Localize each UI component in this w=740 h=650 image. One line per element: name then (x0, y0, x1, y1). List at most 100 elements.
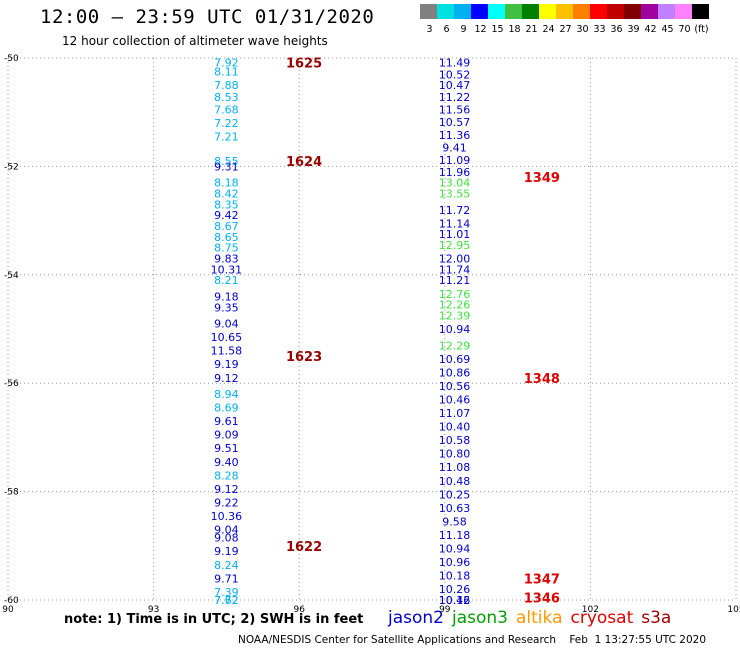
scale-swatch (471, 4, 488, 19)
data-marks: 7.928.117.888.537.687.227.21 8.559.31 8.18… (211, 56, 471, 607)
scale-swatch (488, 4, 505, 19)
scale-swatch (692, 4, 709, 19)
swh-value-label: 8.21 (214, 274, 239, 287)
swh-value-label: 9.40 (214, 456, 239, 469)
scale-swatch (573, 4, 590, 19)
pass-number-label: 1346 (524, 591, 560, 606)
scale-label: 21 (525, 24, 537, 35)
y-tick-label: -58 (4, 488, 19, 498)
swh-value-label: 9.04 (214, 524, 239, 537)
pass-number-label: 1622 (286, 540, 322, 555)
swh-value-label: 7.22 (214, 117, 239, 130)
scale-label: 9 (460, 24, 466, 35)
scale-label: 33 (593, 24, 605, 35)
legend-cryosat: cryosat (570, 608, 634, 628)
swh-value-label: 9.12 (214, 372, 239, 385)
scale-label: 30 (576, 24, 588, 35)
swh-value-label: 11.08 (439, 461, 471, 474)
grid-lines (7, 57, 737, 601)
scale-swatch (539, 4, 556, 19)
scale-swatch (454, 4, 471, 19)
swh-value-label: 11.74 (439, 263, 471, 276)
swh-value-label: 10.65 (211, 331, 243, 344)
swh-value-label: 9.04 (214, 318, 239, 331)
x-tick-label: 99 (439, 605, 451, 615)
swh-value-label: 11.58 (211, 345, 243, 358)
swh-value-label: 10.40 (439, 421, 471, 434)
swh-value-label: 10.96 (439, 556, 471, 569)
scale-label: 27 (559, 24, 571, 35)
x-tick-label: 90 (2, 605, 14, 615)
swh-value-label: 10.16 (439, 594, 471, 607)
swh-value-label: 10.25 (439, 488, 471, 501)
x-tick-label: 96 (293, 605, 305, 615)
y-tick-label: -50 (4, 54, 19, 64)
swh-value-label: 8.55 (214, 155, 239, 168)
swh-value-label: 7.68 (214, 103, 239, 116)
scale-swatch (505, 4, 522, 19)
track-labels: 1625 1624 1623 1622 1349 1348 1347 1346 (286, 56, 560, 606)
swh-value-label: 10.86 (439, 366, 471, 379)
swh-value-label: 9.09 (214, 429, 239, 442)
axis-tick-labels: 90 93 96 99 102 105 -50 -52 -54 -56 -58 -60 (2, 54, 740, 615)
scale-swatch (556, 4, 573, 19)
swh-value-label: 11.18 (439, 529, 471, 542)
swh-value-label: 7.72 (214, 594, 239, 607)
swh-value-label: 10.48 (439, 475, 471, 488)
swh-value-label: 12.26 (439, 299, 471, 312)
swh-value-label: 12.00 (439, 253, 471, 266)
swh-value-label: 12.29 (439, 339, 471, 352)
scale-swatch (522, 4, 539, 19)
scale-label: 45 (661, 24, 673, 35)
swh-value-label: 8.28 (214, 469, 239, 482)
swh-value-label: 10.36 (211, 510, 243, 523)
scale-label: 70 (678, 24, 690, 35)
scale-label: 24 (542, 24, 554, 35)
swh-value-label: 10.69 (439, 353, 471, 366)
legend-altika: altika (516, 608, 563, 628)
swh-value-label: 11.72 (439, 204, 471, 217)
swh-value-label: 7.21 (214, 131, 239, 144)
swh-value-label: 9.51 (214, 442, 239, 455)
scale-label: 18 (508, 24, 520, 35)
swh-value-label: 8.11 (214, 66, 239, 79)
swh-value-label: 8.53 (214, 91, 239, 104)
swh-value-label: 9.35 (214, 301, 239, 314)
pass-number-label: 1624 (286, 155, 322, 170)
scale-swatch (641, 4, 658, 19)
swh-value-label: 9.19 (214, 545, 239, 558)
swh-value-label: 8.18 (214, 177, 239, 190)
satellite-legend: jason2 jason3 altika cryosat s3a (388, 608, 679, 628)
swh-value-label: 10.26 (439, 583, 471, 596)
swh-value-label: 13.55 (439, 188, 471, 201)
pass-number-label: 1625 (286, 56, 322, 71)
scale-swatch (675, 4, 692, 19)
swh-value-label: 9.61 (214, 415, 239, 428)
swh-value-label: 10.63 (439, 502, 471, 515)
swh-value-label: 10.46 (439, 393, 471, 406)
swh-value-label: 10.56 (439, 380, 471, 393)
swh-value-label: 11.49 (439, 56, 471, 69)
swh-value-label: 8.24 (214, 559, 239, 572)
swh-value-label: 8.69 (214, 402, 239, 415)
swh-value-label: 9.08 (214, 532, 239, 545)
legend-s3a: s3a (641, 608, 672, 628)
pass-number-label: 1349 (524, 171, 560, 186)
swh-value-label: 11.21 (439, 274, 471, 287)
swh-value-label: 13.04 (439, 177, 471, 190)
swh-value-label: 11.14 (439, 217, 471, 230)
swh-value-label: 9.42 (214, 209, 239, 222)
scale-swatch (624, 4, 641, 19)
scale-label: 6 (443, 24, 449, 35)
swh-value-label: 8.94 (214, 388, 239, 401)
swh-value-label: 9.19 (214, 358, 239, 371)
swh-value-label: 10.42 (439, 594, 471, 607)
legend-jason3: jason3 (452, 608, 508, 628)
x-tick-label: 102 (582, 605, 599, 615)
swh-value-label: 8.42 (214, 188, 239, 201)
scale-swatch (437, 4, 454, 19)
scale-swatch (658, 4, 675, 19)
swh-value-label: 10.58 (439, 434, 471, 447)
swh-value-label: 9.31 (214, 160, 239, 173)
